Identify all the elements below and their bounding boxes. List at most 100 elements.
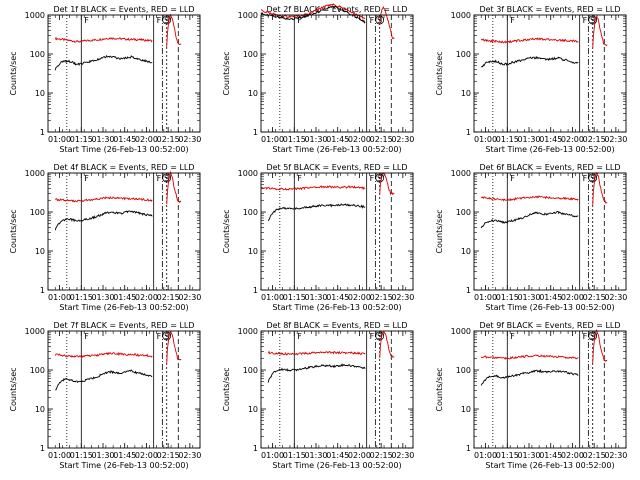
y-tick-label: 1 xyxy=(40,444,45,453)
x-axis-label: Start Time (26-Feb-13 00:52:00) xyxy=(272,303,401,312)
marker-label: F xyxy=(297,16,302,25)
series-events-line xyxy=(480,55,579,68)
x-tick-label: 01:45 xyxy=(326,293,349,302)
x-tick-label: 01:30 xyxy=(304,293,327,302)
marker-label: F xyxy=(297,332,302,341)
marker-label: F xyxy=(157,16,162,25)
x-tick-label: 01:00 xyxy=(48,135,71,144)
y-tick-label: 1000 xyxy=(451,11,471,20)
y-tick-label: 100 xyxy=(243,366,258,375)
plot-frame xyxy=(47,330,201,449)
series-lld-line xyxy=(379,331,395,358)
panel-det-3: Det 3f BLACK = Events, RED = LLD Counts/s… xyxy=(435,5,627,154)
x-tick-label: 02:15 xyxy=(157,451,180,460)
y-tick-label: 100 xyxy=(243,208,258,217)
x-tick-label: 01:30 xyxy=(517,135,540,144)
x-tick-label: 01:45 xyxy=(326,451,349,460)
x-tick-label: 01:45 xyxy=(113,451,136,460)
marker-label: S xyxy=(164,16,169,25)
y-axis-label: Counts/sec xyxy=(9,209,18,253)
panel-title: Det 9f BLACK = Events, RED = LLD xyxy=(479,321,620,330)
x-tick-label: 02:30 xyxy=(178,135,201,144)
x-tick-label: 01:15 xyxy=(283,135,306,144)
x-axis-label: Start Time (26-Feb-13 00:52:00) xyxy=(272,145,401,154)
x-tick-label: 01:30 xyxy=(91,451,114,460)
panel-title: Det 4f BLACK = Events, RED = LLD xyxy=(53,163,194,172)
y-tick-label: 10 xyxy=(35,89,45,98)
y-tick-label: 100 xyxy=(456,366,471,375)
y-tick-label: 10 xyxy=(35,247,45,256)
series-events-line xyxy=(267,363,366,383)
x-tick-label: 01:00 xyxy=(48,451,71,460)
marker-label: F xyxy=(297,174,302,183)
x-tick-label: 01:45 xyxy=(326,135,349,144)
marker-label: S xyxy=(377,174,382,183)
marker-label: F xyxy=(510,174,515,183)
marker-label: F xyxy=(84,16,89,25)
y-tick-label: 10 xyxy=(461,89,471,98)
x-tick-label: 02:15 xyxy=(370,293,393,302)
panel-det-6: Det 6f BLACK = Events, RED = LLD Counts/s… xyxy=(435,163,627,312)
x-tick-label: 02:00 xyxy=(135,293,158,302)
x-tick-label: 01:30 xyxy=(304,135,327,144)
y-axis-label: Counts/sec xyxy=(222,209,231,253)
y-tick-label: 1000 xyxy=(238,169,258,178)
x-tick-label: 01:15 xyxy=(70,293,93,302)
x-tick-label: 02:15 xyxy=(583,293,606,302)
x-tick-label: 01:15 xyxy=(70,135,93,144)
marker-label: S xyxy=(164,174,169,183)
x-tick-label: 02:15 xyxy=(157,293,180,302)
y-tick-label: 10 xyxy=(35,405,45,414)
x-tick-label: 01:45 xyxy=(539,135,562,144)
y-tick-label: 100 xyxy=(30,50,45,59)
series-events-line xyxy=(55,369,153,391)
series-events-line xyxy=(54,210,153,231)
series-lld-line xyxy=(166,170,182,205)
plot-frame xyxy=(260,14,414,133)
y-tick-label: 1000 xyxy=(238,11,258,20)
marker-label: F xyxy=(510,16,515,25)
marker-label: S xyxy=(164,332,169,341)
y-tick-label: 10 xyxy=(248,247,258,256)
x-tick-label: 02:00 xyxy=(135,135,158,144)
y-tick-label: 10 xyxy=(461,405,471,414)
marker-label: F xyxy=(583,332,588,341)
series-lld-line xyxy=(54,195,153,203)
series-lld-line xyxy=(379,172,395,196)
x-tick-label: 02:30 xyxy=(391,451,414,460)
x-axis-label: Start Time (26-Feb-13 00:52:00) xyxy=(59,303,188,312)
x-tick-label: 01:15 xyxy=(496,293,519,302)
x-axis-label: Start Time (26-Feb-13 00:52:00) xyxy=(272,461,401,470)
series-lld-line xyxy=(166,13,182,48)
marker-circle xyxy=(375,173,385,183)
y-axis-label: Counts/sec xyxy=(222,51,231,95)
series-events-line xyxy=(54,54,153,71)
x-tick-label: 02:00 xyxy=(561,135,584,144)
y-tick-label: 1 xyxy=(253,128,258,137)
marker-label: S xyxy=(590,16,595,25)
x-tick-label: 02:15 xyxy=(157,135,180,144)
x-tick-label: 02:00 xyxy=(561,451,584,460)
marker-label: F xyxy=(157,332,162,341)
x-tick-label: 01:15 xyxy=(283,293,306,302)
marker-circle xyxy=(375,331,385,341)
y-tick-label: 1000 xyxy=(451,327,471,336)
plot-frame xyxy=(47,14,201,133)
marker-circle xyxy=(588,331,598,341)
series-lld-line xyxy=(54,351,153,359)
y-tick-label: 100 xyxy=(30,366,45,375)
x-tick-label: 01:00 xyxy=(474,135,497,144)
panel-det-1: Det 1f BLACK = Events, RED = LLD Counts/s… xyxy=(9,5,201,154)
plot-frame xyxy=(47,172,201,291)
panel-title: Det 6f BLACK = Events, RED = LLD xyxy=(479,163,620,172)
x-tick-label: 01:45 xyxy=(113,293,136,302)
marker-circle xyxy=(588,173,598,183)
x-tick-label: 02:30 xyxy=(391,293,414,302)
series-events-line xyxy=(480,369,579,386)
y-tick-label: 10 xyxy=(461,247,471,256)
y-tick-label: 1000 xyxy=(25,169,45,178)
series-lld-line xyxy=(379,6,395,40)
x-tick-label: 02:15 xyxy=(583,135,606,144)
panel-title: Det 1f BLACK = Events, RED = LLD xyxy=(53,5,194,14)
